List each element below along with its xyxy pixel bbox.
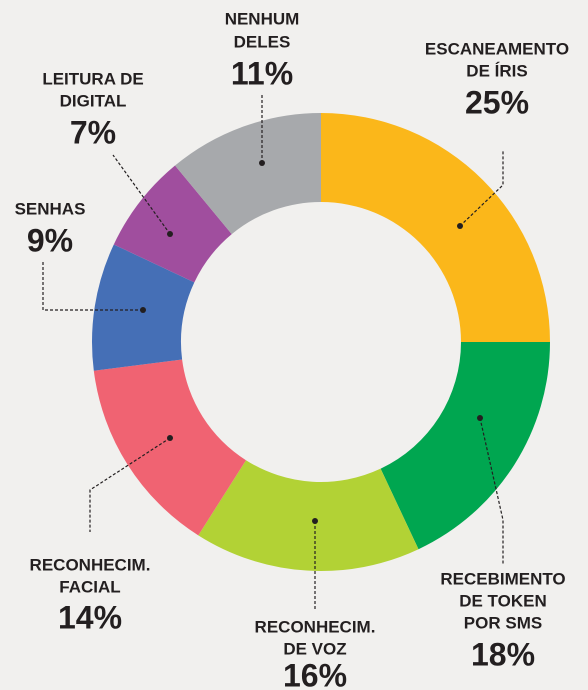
donut-slice	[380, 342, 550, 550]
slice-label: RECONHECIM.	[255, 617, 376, 636]
leader-dot	[477, 415, 483, 421]
value-label: 11%	[231, 55, 293, 91]
leader-dot	[259, 160, 265, 166]
slice-label: SENHAS	[15, 199, 86, 218]
leader-line	[459, 150, 504, 227]
leader-dot	[167, 231, 173, 237]
leader-dot	[312, 518, 318, 524]
leader-line	[42, 262, 143, 311]
value-label: 16%	[283, 657, 347, 690]
slice-label: DE ÍRIS	[466, 61, 527, 80]
leader-dot	[457, 223, 463, 229]
donut-slice	[321, 113, 550, 342]
slice-label: ESCANEAMENTO	[425, 39, 569, 58]
slice-label: POR SMS	[464, 613, 542, 632]
leader-dot	[167, 435, 173, 441]
donut-slice	[113, 165, 232, 283]
donut-slice	[198, 460, 419, 571]
slice-label: DE TOKEN	[459, 591, 547, 610]
leader-line	[89, 437, 171, 532]
donut-slice	[175, 113, 321, 235]
slice-label: DELES	[234, 32, 291, 51]
slice-label: NENHUM	[225, 9, 300, 28]
slice-label: DIGITAL	[60, 91, 127, 110]
slice-label: RECONHECIM.	[30, 555, 151, 574]
value-label: 9%	[27, 222, 73, 258]
value-label: 18%	[471, 636, 535, 672]
slice-label: DE VOZ	[283, 639, 346, 658]
leader-line	[112, 154, 171, 235]
slice-label: FACIAL	[59, 577, 120, 596]
slice-label: RECEBIMENTO	[440, 569, 565, 588]
value-label: 7%	[70, 114, 116, 150]
leader-dot	[140, 307, 146, 313]
value-label: 14%	[58, 599, 122, 635]
slice-label: LEITURA DE	[42, 69, 143, 88]
value-label: 25%	[465, 84, 529, 120]
donut-slice	[93, 359, 246, 536]
